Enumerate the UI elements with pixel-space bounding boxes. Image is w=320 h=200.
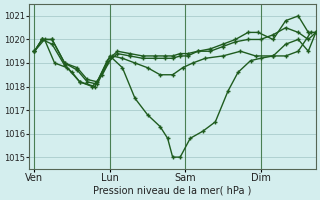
X-axis label: Pression niveau de la mer( hPa ): Pression niveau de la mer( hPa ) (93, 186, 252, 196)
